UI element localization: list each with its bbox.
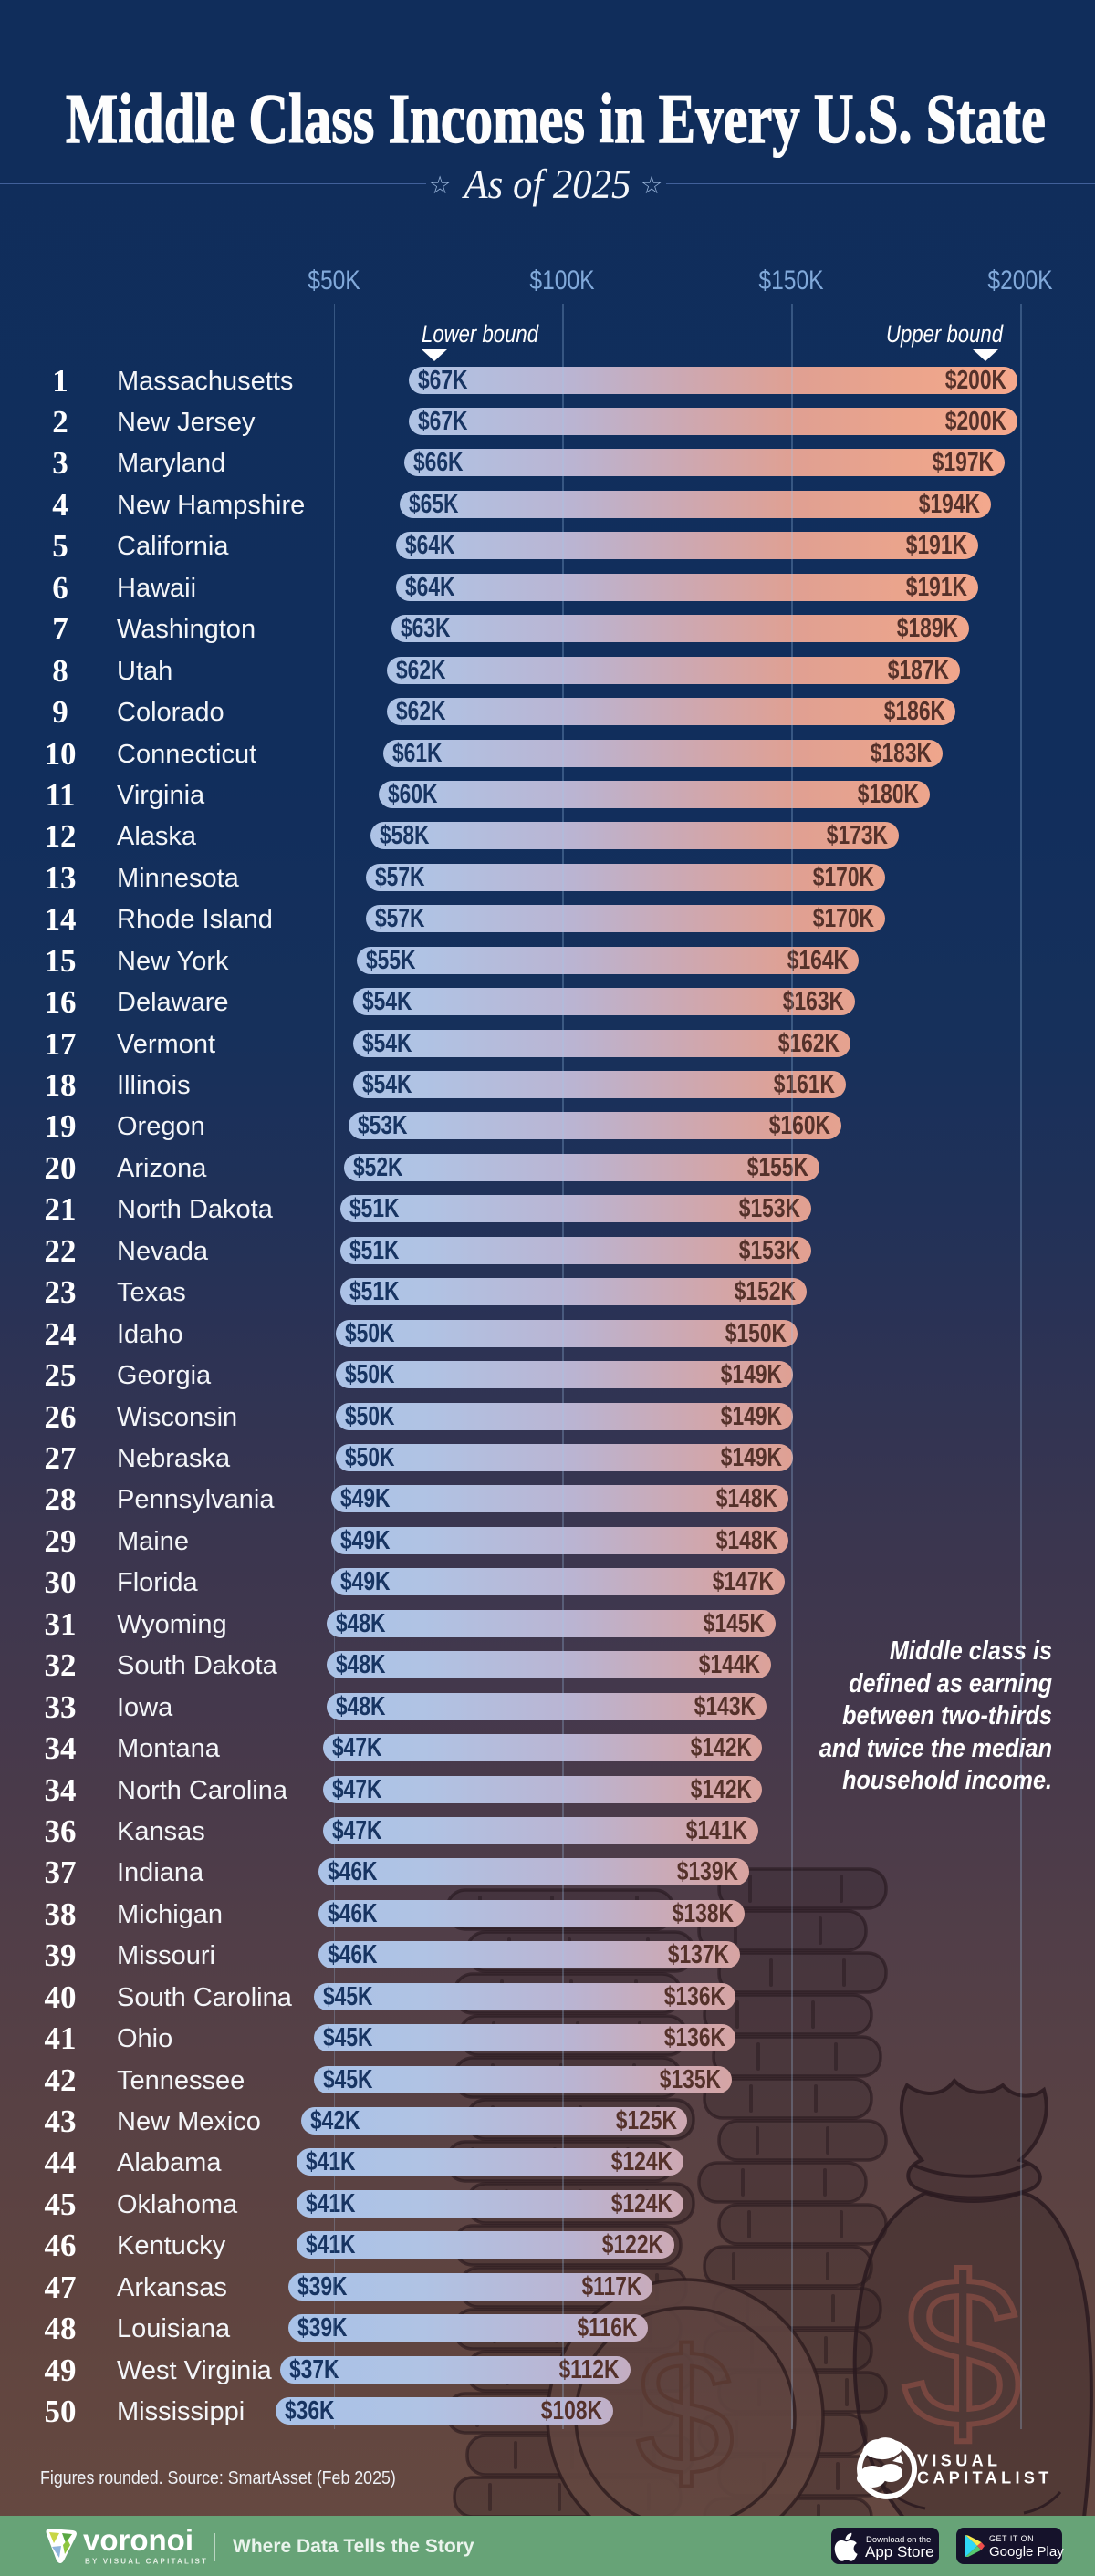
svg-text:$: $ (902, 2232, 1022, 2472)
svg-text:VISUAL: VISUAL (917, 2452, 1001, 2470)
svg-text:BY VISUAL CAPITALIST: BY VISUAL CAPITALIST (85, 2558, 208, 2566)
svg-text:Google Play: Google Play (989, 2544, 1064, 2560)
svg-text:$: $ (636, 2313, 735, 2512)
svg-text:App Store: App Store (865, 2543, 934, 2560)
svg-text:CAPITALIST: CAPITALIST (917, 2469, 1053, 2488)
svg-text:Where Data Tells the Story: Where Data Tells the Story (233, 2536, 474, 2557)
svg-text:voronoi: voronoi (83, 2523, 193, 2557)
svg-text:Download on the: Download on the (866, 2535, 931, 2545)
svg-text:GET IT ON: GET IT ON (989, 2534, 1034, 2543)
